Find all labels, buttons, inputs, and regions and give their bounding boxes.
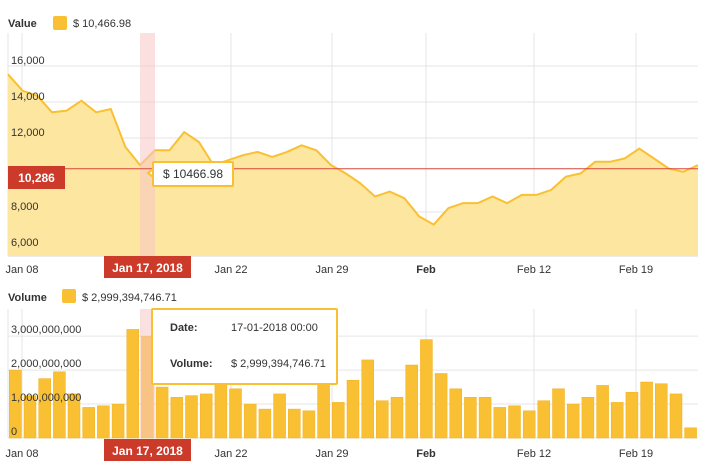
value-y-ticks: 16,000 14,000 12,000 8,000 6,000 — [11, 55, 45, 249]
volume-legend-text: $ 2,999,394,746.71 — [82, 292, 177, 304]
volume-x-tick-label: Jan 29 — [315, 448, 348, 460]
volume-bar[interactable] — [390, 397, 404, 439]
volume-bar[interactable] — [508, 405, 521, 439]
volume-x-tick-label: Jan 08 — [5, 448, 38, 460]
volume-y-tick-label: 0 — [11, 426, 17, 438]
volume-y-ticks: 3,000,000,000 2,000,000,000 1,000,000,000 0 — [11, 324, 81, 438]
volume-tooltip-volume-value: $ 2,999,394,746.71 — [231, 358, 326, 370]
volume-bar[interactable] — [625, 391, 639, 439]
value-legend-swatch — [53, 16, 67, 30]
volume-tooltip — [151, 308, 338, 385]
volume-bar[interactable] — [449, 388, 462, 439]
volume-x-tick-label: Feb 19 — [619, 448, 653, 460]
volume-bar[interactable] — [669, 393, 683, 439]
volume-legend-swatch — [62, 289, 76, 303]
volume-bar[interactable] — [317, 385, 330, 439]
value-y-tick-label: 12,000 — [11, 127, 45, 139]
volume-bar[interactable] — [199, 393, 213, 439]
value-line — [7, 73, 699, 226]
volume-bar[interactable] — [346, 380, 360, 439]
volume-bar[interactable] — [640, 381, 653, 439]
volume-x-tick-label: Feb — [416, 448, 436, 460]
volume-date-badge-text: Jan 17, 2018 — [112, 444, 183, 458]
volume-bar[interactable] — [302, 410, 316, 439]
volume-bar[interactable] — [537, 400, 551, 439]
value-panel: Value $ 10,466.98 16,000 14,000 12,000 8,00… — [5, 16, 699, 276]
volume-bar[interactable] — [566, 403, 580, 439]
volume-bar[interactable] — [420, 339, 433, 439]
volume-bar[interactable] — [478, 397, 492, 439]
volume-bar[interactable] — [596, 385, 609, 439]
value-x-ticks: Jan 08 Jan 22 Jan 29 Feb Feb 12 Feb 19 — [5, 264, 653, 276]
value-x-tick-label: Feb 19 — [619, 264, 653, 276]
volume-bar[interactable] — [155, 386, 169, 439]
volume-bar[interactable] — [53, 371, 66, 439]
value-x-tick-label: Feb — [416, 264, 436, 276]
volume-bar[interactable] — [67, 393, 81, 439]
volume-bar[interactable] — [82, 407, 95, 439]
value-cursor-badge-text: 10,286 — [18, 171, 55, 185]
volume-y-tick-label: 3,000,000,000 — [11, 324, 81, 336]
volume-bar[interactable] — [111, 403, 125, 439]
value-y-tick-label: 14,000 — [11, 91, 45, 103]
volume-bar[interactable] — [126, 329, 140, 439]
value-x-tick-label: Jan 29 — [315, 264, 348, 276]
volume-date-badge — [104, 439, 191, 461]
volume-bar[interactable] — [581, 397, 595, 439]
volume-bar[interactable] — [361, 359, 374, 439]
volume-bar[interactable] — [38, 378, 51, 439]
volume-bars — [9, 329, 697, 439]
volume-bar[interactable] — [23, 395, 37, 439]
value-date-badge — [104, 256, 191, 278]
volume-bar[interactable] — [610, 402, 624, 439]
volume-bar[interactable] — [493, 407, 507, 439]
volume-panel: Volume $ 2,999,394,746.71 3,000,000,000 2… — [5, 289, 698, 460]
value-panel-label: Value — [8, 18, 37, 30]
value-y-tick-label: 16,000 — [11, 55, 45, 67]
volume-bar[interactable] — [376, 400, 389, 439]
volume-bar[interactable] — [332, 402, 345, 439]
volume-bar[interactable] — [405, 364, 418, 439]
volume-bar[interactable] — [97, 405, 110, 439]
volume-bar[interactable] — [655, 383, 668, 439]
volume-y-tick-label: 2,000,000,000 — [11, 358, 81, 370]
volume-bar[interactable] — [9, 369, 22, 439]
volume-bar[interactable] — [552, 388, 565, 439]
volume-bar[interactable] — [258, 408, 272, 439]
volume-bar[interactable] — [170, 397, 184, 439]
volume-bar[interactable] — [229, 388, 242, 439]
value-tooltip — [152, 161, 234, 187]
value-y-tick-label: 8,000 — [11, 201, 39, 213]
volume-bar[interactable] — [273, 393, 286, 439]
volume-bar[interactable] — [464, 397, 477, 439]
volume-bar[interactable] — [434, 373, 448, 439]
value-cursor-band — [140, 33, 155, 256]
value-cursor-badge — [8, 166, 65, 189]
volume-bar[interactable] — [522, 410, 536, 439]
value-area — [8, 74, 698, 256]
value-x-tick-label: Feb 12 — [517, 264, 551, 276]
volume-x-tick-label: Jan 22 — [214, 448, 247, 460]
value-x-tick-label: Jan 08 — [5, 264, 38, 276]
value-tooltip-text: $ 10466.98 — [163, 167, 223, 181]
volume-tooltip-volume-label: Volume: — [170, 358, 213, 370]
volume-bar[interactable] — [288, 408, 301, 439]
volume-bar[interactable] — [185, 395, 198, 439]
volume-y-tick-label: 1,000,000,000 — [11, 392, 81, 404]
volume-x-ticks: Jan 08 Jan 22 Jan 29 Feb Feb 12 Feb 19 — [5, 448, 653, 460]
value-legend-text: $ 10,466.98 — [73, 18, 131, 30]
volume-x-tick-label: Feb 12 — [517, 448, 551, 460]
volume-tooltip-date-value: 17-01-2018 00:00 — [231, 322, 318, 334]
cursor-overlay: 10,286 Jan 17, 2018 Jan 17, 2018 $ 10466… — [8, 33, 698, 461]
volume-bar[interactable] — [214, 383, 228, 439]
value-y-tick-label: 6,000 — [11, 237, 39, 249]
volume-bar[interactable] — [684, 427, 697, 439]
volume-bar[interactable] — [243, 403, 257, 439]
value-x-tick-label: Jan 22 — [214, 264, 247, 276]
volume-panel-label: Volume — [8, 292, 47, 304]
value-date-badge-text: Jan 17, 2018 — [112, 261, 183, 275]
volume-tooltip-date-label: Date: — [170, 322, 198, 334]
